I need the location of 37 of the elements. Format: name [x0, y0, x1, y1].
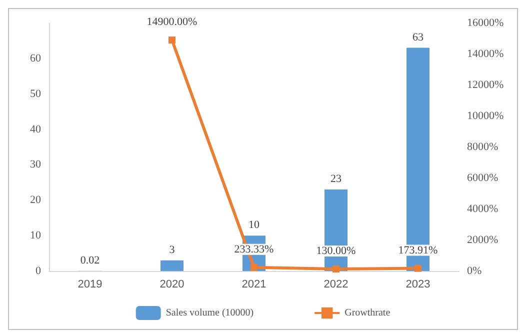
y2-tick-label: 16000% — [467, 17, 504, 29]
y2-tick-label: 10000% — [467, 110, 504, 122]
data-label: 10 — [248, 219, 260, 232]
data-label: 23 — [330, 173, 342, 186]
point — [250, 264, 258, 271]
x-tick-label: 2019 — [78, 278, 102, 290]
y2-tick-label: 6000% — [467, 172, 498, 184]
x-tick-label: 2020 — [160, 278, 184, 290]
y2-tick-label: 14000% — [467, 48, 504, 60]
data-label: 233.33% — [234, 243, 274, 256]
x-tick-label: 2023 — [406, 278, 430, 290]
y-tick-label: 0 — [36, 265, 42, 277]
data-label: 3 — [169, 244, 176, 256]
y-tick-label: 30 — [30, 158, 42, 171]
legend-label: Sales volume (10000) — [166, 308, 254, 318]
y-tick-label: 50 — [30, 88, 42, 100]
y2-tick-label: 0% — [467, 265, 482, 277]
y2-tick-label: 8000% — [467, 141, 498, 153]
data-label: 0.02 — [80, 254, 100, 266]
y-tick-label: 60 — [30, 52, 42, 64]
y2-tick-label: 12000% — [467, 79, 504, 91]
x-tick-label: 2021 — [242, 278, 266, 290]
x-tick-label: 2022 — [324, 278, 348, 290]
point — [168, 36, 176, 44]
data-label: 63 — [412, 31, 424, 44]
y2-tick-label: 2000% — [467, 234, 498, 246]
data-label: 130.00% — [316, 244, 356, 257]
y2-tick-label: 4000% — [467, 203, 498, 215]
data-label: 173.91% — [398, 244, 438, 256]
bar — [160, 260, 184, 271]
point — [414, 264, 422, 272]
y-tick-label: 20 — [30, 194, 42, 206]
y-tick-label: 10 — [30, 230, 42, 242]
y-tick-label: 40 — [30, 123, 42, 136]
point — [332, 265, 340, 272]
data-label: 14900.00% — [146, 16, 198, 28]
legend-label: Growthrate — [344, 308, 391, 318]
